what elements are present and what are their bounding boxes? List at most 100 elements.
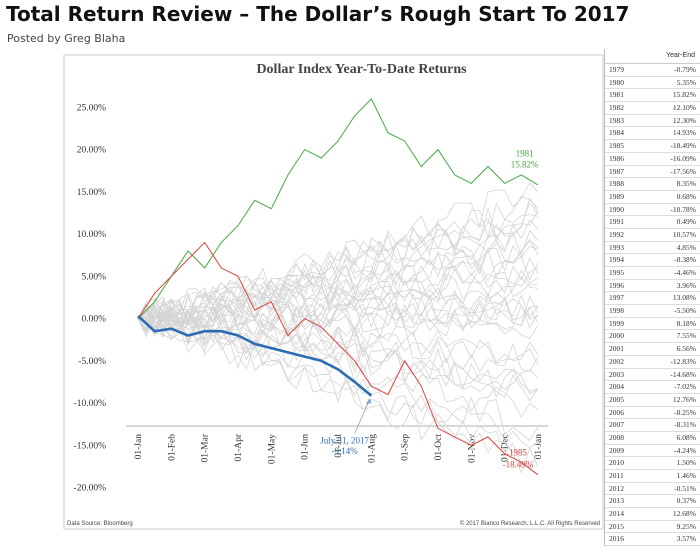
year-end-value: 9.25%: [676, 521, 696, 531]
background-year-line: [137, 309, 539, 419]
year-end-value: 8.35%: [676, 179, 696, 189]
x-tick-label: 01-Dec: [501, 434, 511, 462]
year-end-value: 14.93%: [672, 128, 696, 138]
year-end-year: 1989: [609, 191, 624, 201]
year-end-year: 2010: [609, 458, 624, 468]
x-tick-label: 01-Feb: [167, 434, 177, 461]
series-line-1985: [137, 241, 539, 476]
year-end-year: 1980: [609, 77, 624, 87]
x-tick-label: 01-May: [267, 434, 277, 464]
year-end-row: 1996 3.96%: [605, 280, 700, 293]
year-end-row: 1991 0.49%: [605, 216, 700, 229]
annotation-2017-value: -9.14%: [332, 446, 359, 456]
background-year-line: [137, 238, 539, 330]
chart-title: Dollar Index Year-To-Date Returns: [256, 62, 467, 77]
year-end-year: 2016: [609, 534, 624, 544]
year-end-year: 1988: [609, 179, 624, 189]
chart: Dollar Index Year-To-Date Returns -20.00%…: [63, 54, 604, 530]
page-title: Total Return Review – The Dollar’s Rough…: [6, 2, 630, 26]
year-end-row: 2010 1.50%: [605, 457, 700, 470]
year-end-row: 1994 -8.38%: [605, 254, 700, 267]
background-year-line: [137, 276, 539, 335]
series-line-1981: [137, 98, 539, 319]
year-end-row: 2005 12.76%: [605, 394, 700, 407]
footer-source: Data Source: Bloomberg: [67, 521, 133, 527]
background-year-line: [137, 307, 539, 391]
year-end-year: 2000: [609, 331, 624, 341]
year-end-value: -4.46%: [674, 268, 696, 277]
year-end-row: 1995 -4.46%: [605, 267, 700, 280]
year-end-value: -8.38%: [674, 255, 696, 265]
year-end-value: -17.56%: [670, 166, 696, 176]
year-end-row: 1988 8.35%: [605, 178, 700, 191]
year-end-year: 2003: [609, 369, 624, 379]
x-tick-label: 01-Jul: [334, 434, 344, 458]
year-end-value: 5.35%: [676, 77, 696, 87]
year-end-value: 12.10%: [672, 103, 696, 113]
year-end-year: 1982: [609, 103, 624, 113]
year-end-row: 1998 -5.50%: [605, 305, 700, 318]
year-end-year: 2009: [609, 445, 624, 455]
background-year-line: [137, 312, 539, 468]
y-tick-label: -5.00%: [78, 357, 106, 367]
year-end-value: 0.37%: [676, 496, 696, 506]
year-end-row: 1986 -16.09%: [605, 153, 700, 166]
year-end-year: 2012: [609, 483, 624, 493]
footer-copyright: © 2017 Bianco Research, L.L.C. All Right…: [460, 520, 600, 527]
year-end-row: 1992 10.57%: [605, 229, 700, 242]
x-tick-label: 01-Mar: [201, 433, 211, 462]
year-end-value: -7.02%: [674, 382, 696, 392]
year-end-year: 1986: [609, 153, 624, 163]
year-end-value: 4.85%: [676, 242, 696, 252]
background-year-line: [137, 214, 539, 332]
year-end-value: 6.56%: [676, 344, 696, 354]
year-end-year: 2014: [609, 509, 624, 519]
year-end-row: 1982 12.10%: [605, 102, 700, 115]
x-tick-label: 01-Oct: [434, 434, 444, 461]
year-end-row: 1980 5.35%: [605, 77, 700, 90]
year-end-value: 1.50%: [676, 458, 696, 468]
year-end-year: 1979: [609, 65, 624, 74]
year-end-year: 1983: [609, 115, 624, 125]
year-end-row: 2015 9.25%: [605, 521, 700, 534]
year-end-value: 12.76%: [672, 394, 696, 404]
year-end-row: 1981 15.82%: [605, 89, 700, 103]
background-year-line: [137, 312, 539, 402]
year-end-year: 2004: [609, 382, 624, 392]
year-end-year: 2008: [609, 432, 624, 442]
year-end-row: 2012 -0.51%: [605, 483, 700, 496]
background-year-line: [137, 301, 539, 335]
year-end-year: 2011: [609, 471, 624, 480]
series-line-2017: [137, 315, 373, 397]
year-end-row: 2016 3.57%: [605, 533, 700, 546]
year-end-year: 1993: [609, 242, 624, 252]
x-tick-label: 01-Aug: [367, 434, 377, 463]
year-end-row: 2014 12.68%: [605, 508, 700, 521]
x-tick-label: 01-Jan: [534, 434, 544, 460]
year-end-value: 12.68%: [672, 509, 696, 519]
year-end-value: -4.24%: [674, 445, 696, 455]
annotation-2017-arrowhead: [365, 397, 372, 404]
y-tick-label: -15.00%: [74, 441, 107, 451]
background-year-line: [137, 255, 539, 332]
background-year-line: [137, 196, 539, 322]
year-end-row: 1984 14.93%: [605, 127, 700, 141]
year-end-value: -8.31%: [674, 420, 696, 430]
year-end-row: 1990 -10.78%: [605, 204, 700, 217]
year-end-row: 2011 1.46%: [605, 470, 700, 483]
byline[interactable]: Posted by Greg Blaha: [7, 32, 126, 45]
year-end-year: 1997: [609, 293, 624, 303]
background-year-line: [137, 298, 539, 333]
background-year-line: [137, 308, 539, 392]
annotation-1981-label: 1981: [516, 148, 534, 158]
year-end-value: 0.49%: [676, 217, 696, 227]
year-end-value: 6.08%: [676, 432, 696, 442]
year-end-value: -14.68%: [670, 369, 696, 379]
year-end-year: 1994: [609, 255, 624, 265]
year-end-value: 3.57%: [676, 534, 696, 544]
x-tick-label: 01-Jan: [134, 434, 144, 460]
year-end-row: 1979 -0.79%: [605, 64, 700, 77]
year-end-year: 1992: [609, 229, 624, 239]
year-end-year: 1998: [609, 306, 624, 316]
year-end-row: 1987 -17.56%: [605, 166, 700, 179]
